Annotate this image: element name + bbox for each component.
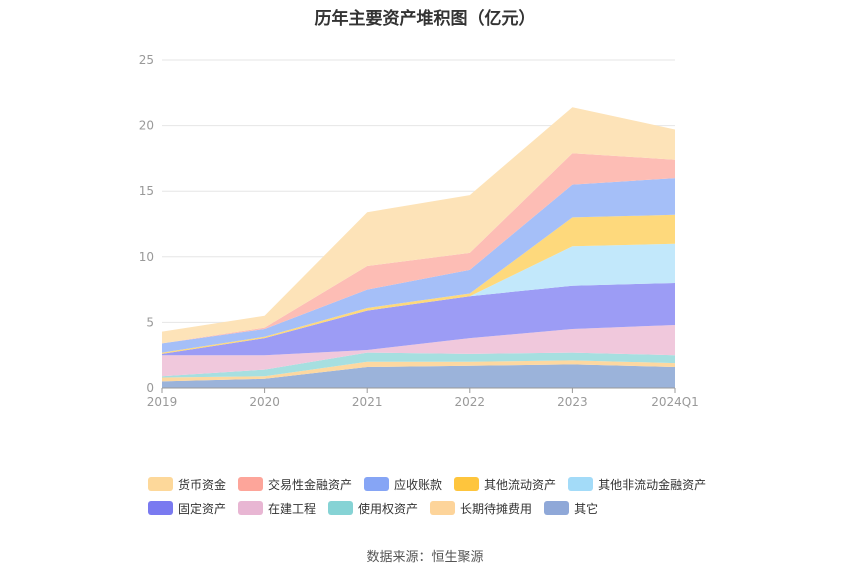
y-tick-label: 20 <box>139 119 154 133</box>
y-tick-label: 25 <box>139 53 154 67</box>
legend-item[interactable]: 其他非流动金融资产 <box>568 476 706 493</box>
area-series-9[interactable] <box>162 153 675 344</box>
legend-item[interactable]: 货币资金 <box>148 476 226 493</box>
area-series-group <box>162 107 675 388</box>
x-tick-label: 2020 <box>249 395 280 409</box>
legend-label: 交易性金融资产 <box>268 477 353 492</box>
legend-row: 固定资产 在建工程 使用权资产 长期待摊费用 其它 <box>148 496 718 520</box>
legend-swatch-icon <box>430 501 456 515</box>
legend-item[interactable]: 交易性金融资产 <box>238 476 352 493</box>
legend-item[interactable]: 使用权资产 <box>328 500 418 517</box>
legend-swatch-icon <box>568 477 594 491</box>
chart-title: 历年主要资产堆积图（亿元） <box>314 9 536 29</box>
legend-swatch-icon <box>544 501 570 515</box>
area-series-3[interactable] <box>162 352 675 378</box>
legend-label: 其它 <box>574 501 599 516</box>
legend-swatch-icon <box>238 477 264 491</box>
legend-label: 固定资产 <box>178 501 227 516</box>
area-series-2[interactable] <box>162 360 675 382</box>
legend-item[interactable]: 固定资产 <box>148 500 226 517</box>
legend-item[interactable]: 在建工程 <box>238 500 316 517</box>
legend-item[interactable]: 其他流动资产 <box>454 476 556 493</box>
legend-item[interactable]: 长期待摊费用 <box>430 500 532 517</box>
legend-item[interactable]: 应收账款 <box>364 476 442 493</box>
legend-label: 使用权资产 <box>358 501 419 516</box>
y-tick-label: 15 <box>139 184 154 198</box>
x-tick-label: 2021 <box>352 395 383 409</box>
area-series-7[interactable] <box>162 214 675 354</box>
data-source-note: 数据来源：恒生聚源 <box>366 550 484 565</box>
x-tick-label: 2022 <box>455 395 486 409</box>
legend-swatch-icon <box>148 477 173 491</box>
y-tick-label: 10 <box>139 250 154 264</box>
area-series-6[interactable] <box>162 243 675 354</box>
y-tick-label: 0 <box>146 381 154 395</box>
legend-label: 其他非流动金融资产 <box>598 477 707 492</box>
legend-label: 在建工程 <box>268 501 317 516</box>
legend-label: 长期待摊费用 <box>460 501 533 516</box>
y-tick-label: 5 <box>146 315 154 329</box>
legend-swatch-icon <box>364 477 390 491</box>
axes: 2019 2020 2021 2022 2023 2024Q1 <box>147 387 699 409</box>
legend-swatch-icon <box>454 477 480 491</box>
area-series-8[interactable] <box>162 178 675 353</box>
x-tick-label: 2024Q1 <box>651 395 699 409</box>
area-series-4[interactable] <box>162 325 675 377</box>
legend-item[interactable]: 其它 <box>544 500 598 517</box>
area-series-1[interactable] <box>162 364 675 388</box>
x-tick-label: 2023 <box>557 395 588 409</box>
legend-label: 其他流动资产 <box>484 477 557 492</box>
area-series-10[interactable] <box>162 107 675 344</box>
legend-label: 应收账款 <box>394 477 443 492</box>
legend-label: 货币资金 <box>178 477 227 492</box>
x-tick-label: 2019 <box>147 395 178 409</box>
legend-swatch-icon <box>328 501 354 515</box>
legend-swatch-icon <box>238 501 264 515</box>
area-series-5[interactable] <box>162 283 675 356</box>
legend-row: 货币资金 交易性金融资产 应收账款 其他流动资产 其他非流动金融资产 <box>148 472 718 496</box>
legend-swatch-icon <box>148 501 173 515</box>
chart-legend: 货币资金 交易性金融资产 应收账款 其他流动资产 其他非流动金融资产 固定资产 在建工程 使… <box>148 472 718 520</box>
